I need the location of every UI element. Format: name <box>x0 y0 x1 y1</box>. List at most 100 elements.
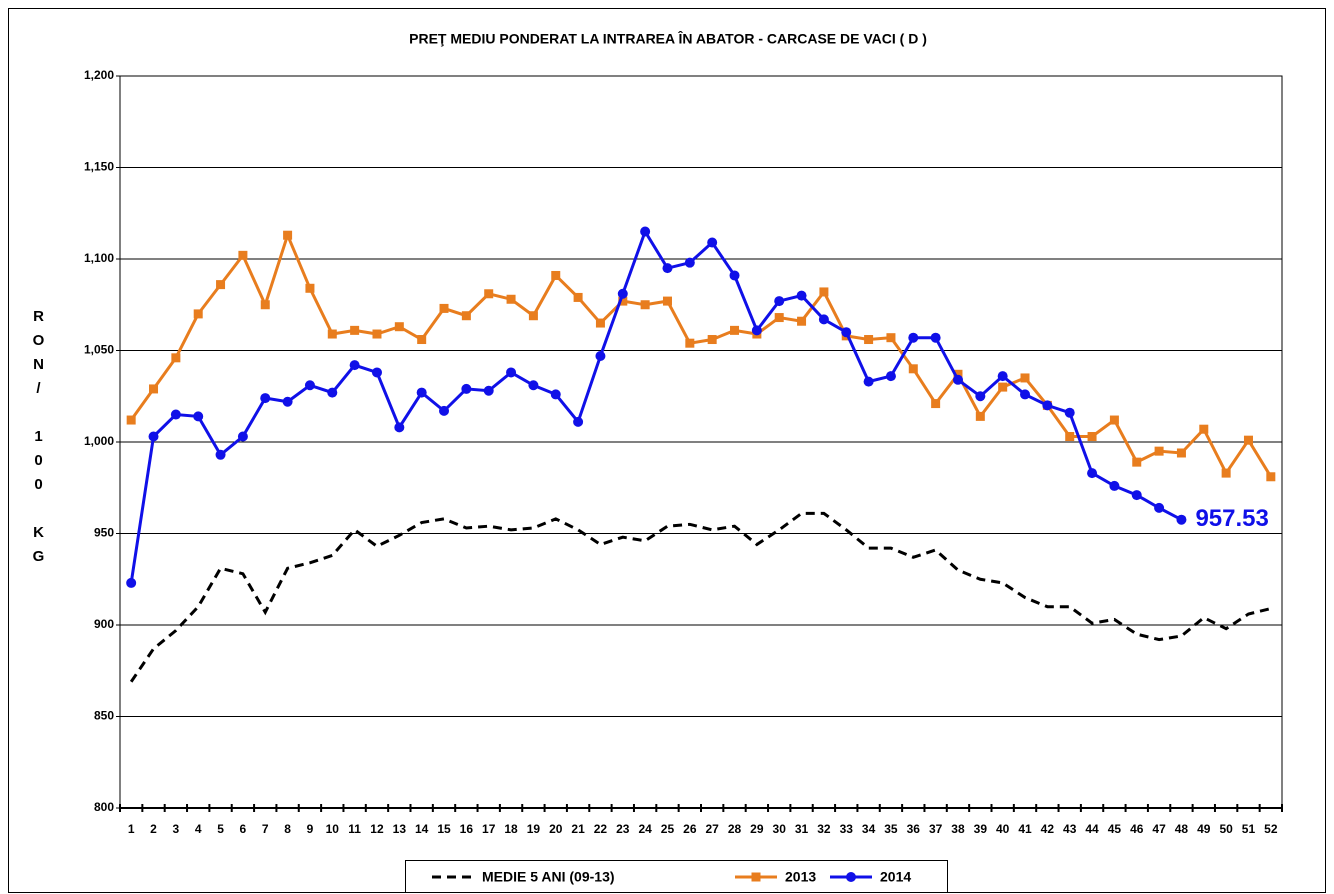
marker <box>573 416 584 427</box>
x-tick-label: 37 <box>929 822 943 836</box>
marker <box>1042 400 1053 411</box>
marker <box>1131 490 1142 501</box>
marker <box>684 257 695 268</box>
marker <box>283 230 293 240</box>
marker <box>952 374 963 385</box>
marker <box>931 399 941 409</box>
marker <box>573 292 583 302</box>
x-tick-label: 15 <box>437 822 451 836</box>
marker <box>215 449 226 460</box>
marker <box>797 316 807 326</box>
marker <box>1087 432 1097 442</box>
marker <box>327 329 337 339</box>
marker <box>372 329 382 339</box>
x-tick-label: 51 <box>1242 822 1256 836</box>
marker <box>238 250 248 260</box>
marker <box>885 371 896 382</box>
x-tick-label: 36 <box>907 822 921 836</box>
y-axis-label: RON/ 100 KG <box>30 308 47 572</box>
marker <box>506 367 517 378</box>
marker <box>551 270 561 280</box>
marker <box>975 391 986 402</box>
marker <box>216 280 226 290</box>
marker <box>171 353 181 363</box>
marker <box>617 288 628 299</box>
legend-label: MEDIE 5 ANI (09-13) <box>482 869 615 885</box>
x-tick-label: 11 <box>348 822 361 836</box>
x-tick-label: 31 <box>795 822 809 836</box>
marker <box>193 411 204 422</box>
x-tick-label: 26 <box>683 822 697 836</box>
marker <box>1243 435 1253 445</box>
marker <box>126 415 136 425</box>
x-tick-label: 19 <box>527 822 541 836</box>
marker <box>1020 373 1030 383</box>
x-tick-label: 32 <box>817 822 831 836</box>
x-tick-label: 3 <box>173 822 180 836</box>
marker <box>193 309 203 319</box>
x-tick-label: 18 <box>504 822 518 836</box>
marker <box>685 338 695 348</box>
y-tick-label: 900 <box>94 617 114 631</box>
x-tick-label: 47 <box>1152 822 1166 836</box>
x-tick-label: 16 <box>460 822 474 836</box>
legend-label: 2014 <box>880 869 911 885</box>
x-tick-label: 46 <box>1130 822 1144 836</box>
legend-marker <box>846 872 856 882</box>
marker <box>1109 480 1120 491</box>
x-tick-label: 35 <box>884 822 898 836</box>
y-tick-label: 1,200 <box>84 68 114 82</box>
x-tick-label: 10 <box>326 822 340 836</box>
x-tick-label: 52 <box>1264 822 1278 836</box>
y-tick-label: 950 <box>94 526 114 540</box>
marker <box>149 384 159 394</box>
x-tick-label: 45 <box>1108 822 1122 836</box>
marker <box>394 422 405 433</box>
marker <box>483 385 494 396</box>
marker <box>371 367 382 378</box>
x-tick-label: 43 <box>1063 822 1077 836</box>
marker <box>707 335 717 345</box>
marker <box>707 237 718 248</box>
marker <box>864 335 874 345</box>
marker <box>416 387 427 398</box>
marker <box>819 287 829 297</box>
x-tick-label: 40 <box>996 822 1010 836</box>
value-label: 957.53 <box>1195 505 1268 532</box>
marker <box>305 283 315 293</box>
marker <box>774 296 785 307</box>
x-tick-label: 4 <box>195 822 202 836</box>
marker <box>729 270 740 281</box>
y-tick-label: 1,150 <box>84 160 114 174</box>
chart-title: PREŢ MEDIU PONDERAT LA INTRAREA ÎN ABATO… <box>409 30 927 47</box>
marker <box>618 296 628 306</box>
x-tick-label: 8 <box>284 822 291 836</box>
marker <box>1109 415 1119 425</box>
marker <box>1176 514 1187 525</box>
marker <box>260 300 270 310</box>
marker <box>148 431 159 442</box>
marker <box>1020 389 1031 400</box>
marker <box>930 332 941 343</box>
x-tick-label: 29 <box>750 822 764 836</box>
marker <box>953 369 963 379</box>
y-tick-label: 1,050 <box>84 343 114 357</box>
x-tick-label: 50 <box>1219 822 1233 836</box>
x-tick-label: 12 <box>370 822 384 836</box>
x-tick-label: 48 <box>1175 822 1189 836</box>
x-tick-label: 42 <box>1041 822 1055 836</box>
marker <box>997 371 1008 382</box>
y-tick-label: 800 <box>94 800 114 814</box>
marker <box>863 376 874 387</box>
x-tick-label: 39 <box>974 822 988 836</box>
marker <box>908 364 918 374</box>
x-tick-label: 6 <box>240 822 247 836</box>
x-tick-label: 20 <box>549 822 563 836</box>
x-tick-label: 9 <box>307 822 314 836</box>
x-tick-label: 30 <box>773 822 787 836</box>
y-tick-label: 1,100 <box>84 251 114 265</box>
marker <box>1064 407 1075 418</box>
x-tick-label: 33 <box>840 822 854 836</box>
marker <box>662 296 672 306</box>
x-tick-label: 38 <box>951 822 965 836</box>
